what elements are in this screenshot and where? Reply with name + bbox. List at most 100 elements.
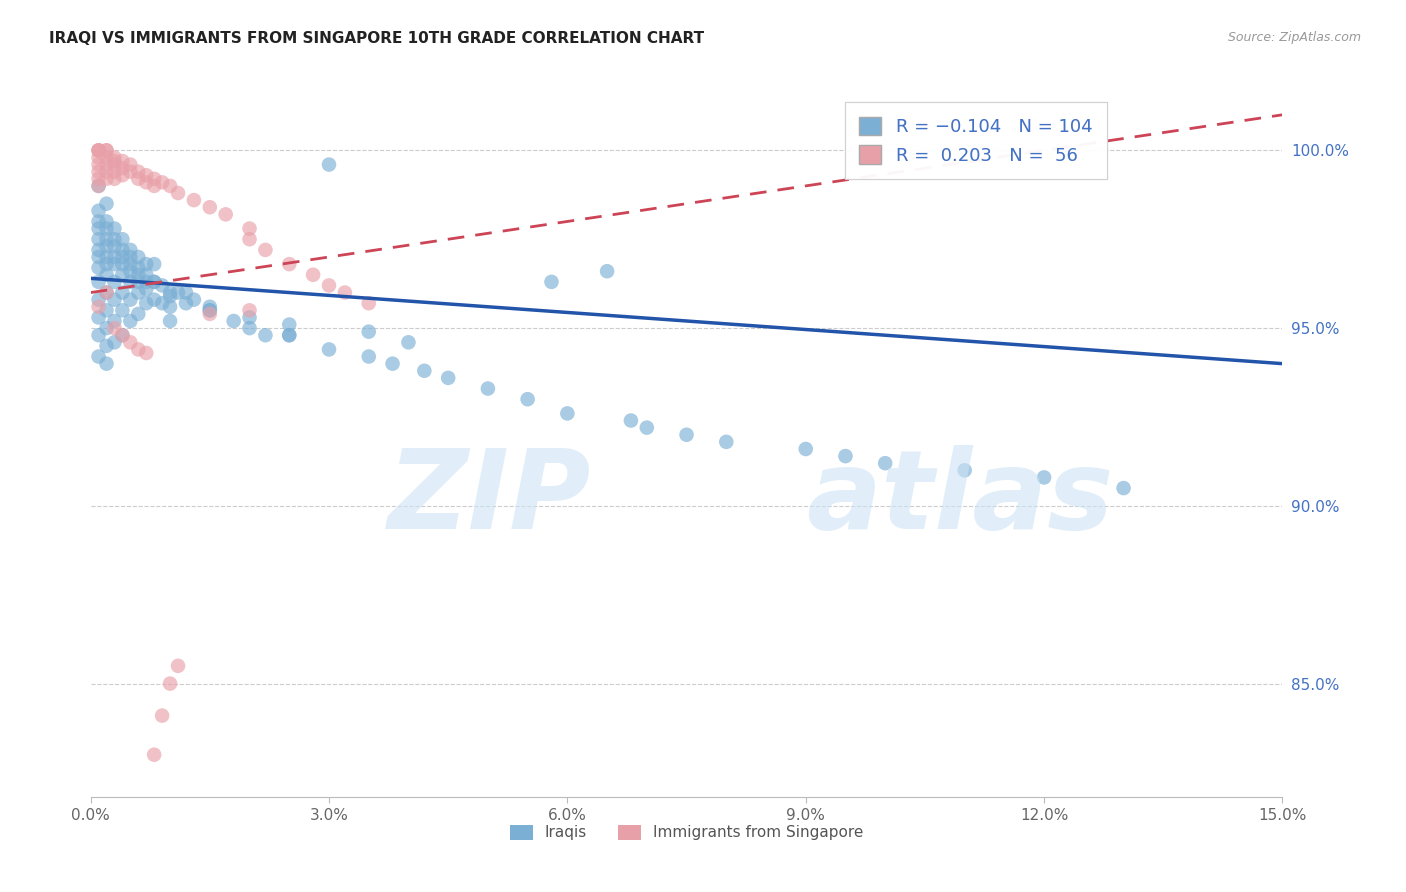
Point xyxy=(198,303,221,318)
Point xyxy=(111,268,134,282)
Point xyxy=(159,289,181,303)
Point xyxy=(135,275,157,289)
Point xyxy=(103,221,125,235)
Point xyxy=(198,303,221,318)
Point xyxy=(135,296,157,310)
Point xyxy=(318,278,340,293)
Point xyxy=(150,175,173,189)
Point xyxy=(103,275,125,289)
Point xyxy=(96,196,118,211)
Point xyxy=(183,193,205,207)
Point xyxy=(215,207,238,221)
Point xyxy=(135,257,157,271)
Point xyxy=(174,285,197,300)
Text: IRAQI VS IMMIGRANTS FROM SINGAPORE 10TH GRADE CORRELATION CHART: IRAQI VS IMMIGRANTS FROM SINGAPORE 10TH … xyxy=(49,31,704,46)
Point xyxy=(87,310,110,325)
Point xyxy=(167,658,190,673)
Point xyxy=(198,300,221,314)
Point xyxy=(103,154,125,169)
Point xyxy=(198,200,221,214)
Point xyxy=(127,164,149,178)
Point xyxy=(278,328,301,343)
Point xyxy=(96,239,118,253)
Point xyxy=(103,335,125,350)
Point xyxy=(127,260,149,275)
Point xyxy=(238,321,260,335)
Point xyxy=(103,321,125,335)
Point xyxy=(120,275,142,289)
Point xyxy=(103,239,125,253)
Point xyxy=(302,268,325,282)
Point xyxy=(87,300,110,314)
Point xyxy=(167,186,190,200)
Point xyxy=(381,357,404,371)
Point xyxy=(120,335,142,350)
Point xyxy=(278,328,301,343)
Point xyxy=(87,275,110,289)
Point xyxy=(96,250,118,264)
Point xyxy=(96,144,118,158)
Point xyxy=(111,161,134,175)
Point xyxy=(96,214,118,228)
Point xyxy=(150,296,173,310)
Point xyxy=(398,335,420,350)
Point xyxy=(143,747,166,762)
Point xyxy=(716,434,738,449)
Point xyxy=(159,285,181,300)
Text: ZIP: ZIP xyxy=(388,445,591,552)
Point xyxy=(120,264,142,278)
Point xyxy=(87,144,110,158)
Point xyxy=(135,268,157,282)
Point xyxy=(127,343,149,357)
Point xyxy=(111,257,134,271)
Point xyxy=(111,303,134,318)
Point xyxy=(357,350,380,364)
Point xyxy=(111,168,134,182)
Point xyxy=(87,144,110,158)
Point xyxy=(159,314,181,328)
Point xyxy=(111,328,134,343)
Point xyxy=(413,364,436,378)
Point xyxy=(87,178,110,193)
Point xyxy=(875,456,897,470)
Point xyxy=(96,268,118,282)
Point xyxy=(834,449,856,463)
Point xyxy=(167,285,190,300)
Legend: R = −0.104   N = 104, R =  0.203   N =  56: R = −0.104 N = 104, R = 0.203 N = 56 xyxy=(845,103,1107,179)
Point xyxy=(96,303,118,318)
Point xyxy=(87,171,110,186)
Point xyxy=(794,442,817,456)
Point xyxy=(96,171,118,186)
Point xyxy=(87,232,110,246)
Point xyxy=(127,250,149,264)
Point xyxy=(103,157,125,171)
Point xyxy=(278,257,301,271)
Point xyxy=(87,328,110,343)
Point xyxy=(159,178,181,193)
Point xyxy=(675,427,697,442)
Point xyxy=(636,420,658,434)
Text: Source: ZipAtlas.com: Source: ZipAtlas.com xyxy=(1227,31,1361,45)
Point xyxy=(103,171,125,186)
Point xyxy=(127,268,149,282)
Point xyxy=(96,144,118,158)
Point xyxy=(437,371,460,385)
Point xyxy=(120,314,142,328)
Point xyxy=(96,285,118,300)
Point xyxy=(143,275,166,289)
Point xyxy=(143,293,166,307)
Point xyxy=(143,178,166,193)
Point xyxy=(1033,470,1056,484)
Point xyxy=(127,275,149,289)
Point xyxy=(87,250,110,264)
Point xyxy=(96,285,118,300)
Point xyxy=(96,151,118,165)
Point xyxy=(477,382,499,396)
Point xyxy=(87,178,110,193)
Point xyxy=(198,307,221,321)
Point xyxy=(135,168,157,182)
Point xyxy=(111,285,134,300)
Point xyxy=(174,296,197,310)
Text: atlas: atlas xyxy=(806,445,1114,552)
Point xyxy=(150,708,173,723)
